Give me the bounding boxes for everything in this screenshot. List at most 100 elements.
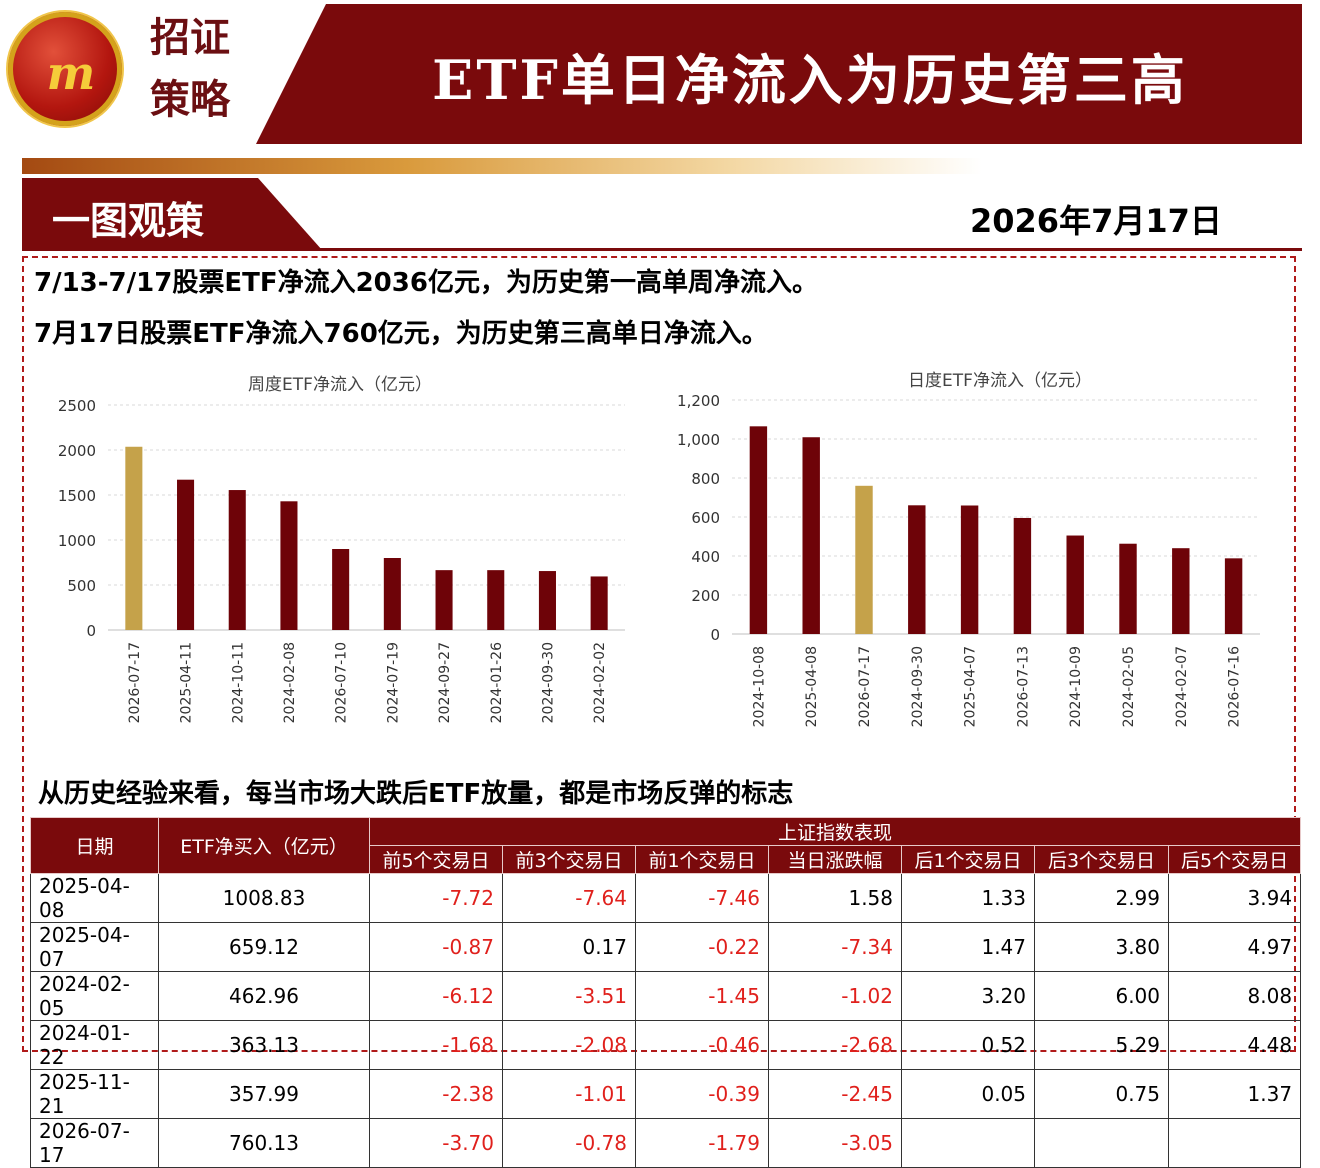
y-tick-label: 2500	[58, 397, 96, 415]
bar	[1013, 517, 1032, 634]
cell-value: 8.08	[1167, 971, 1302, 1021]
table-row: 2024-02-05 462.96 -6.12 -3.51 -1.45 -1.02 3.20…	[30, 971, 1302, 1021]
cell-value: 3.20	[901, 971, 1035, 1021]
table-row: 2025-04-07 659.12 -0.87 0.17 -0.22 -7.34 1.47 3…	[30, 922, 1302, 972]
cell-date: 2026-07-17	[30, 1118, 159, 1168]
bar	[590, 576, 608, 630]
bar	[855, 485, 873, 634]
y-tick-label: 400	[691, 548, 720, 566]
cell-value: -1.01	[502, 1069, 636, 1119]
x-tick-label: 2024-02-08	[282, 642, 298, 723]
bar	[1119, 543, 1137, 634]
bar	[487, 570, 505, 630]
y-tick-label: 0	[86, 622, 96, 640]
weekly-etf-chart: 0 500 1000 1500 2000 2500 2026-07-17 2025-04-11…	[58, 397, 625, 723]
cell-date: 2024-02-05	[30, 971, 159, 1021]
col-subheader: 后5个交易日	[1167, 845, 1302, 874]
x-tick-label: 2024-10-08	[751, 646, 767, 727]
cell-value: 0.52	[901, 1020, 1035, 1070]
x-tick-label: 2024-09-30	[540, 642, 556, 723]
cell-etf: 760.13	[158, 1118, 370, 1168]
table-row: 2025-04-08 1008.83 -7.72 -7.64 -7.46 1.58 1.33…	[30, 873, 1302, 923]
x-tick-label: 2026-07-17	[857, 646, 873, 727]
cell-etf: 363.13	[158, 1020, 370, 1070]
cell-etf: 357.99	[158, 1069, 370, 1119]
cell-value: 5.29	[1034, 1020, 1169, 1070]
cell-value: -1.68	[369, 1020, 503, 1070]
cell-value: -2.68	[768, 1020, 902, 1070]
col-subheader: 后3个交易日	[1034, 845, 1169, 874]
cell-value: 0.05	[901, 1069, 1035, 1119]
cell-value: -7.64	[502, 873, 636, 923]
y-tick-label: 1000	[58, 532, 96, 550]
y-tick-label: 1,000	[677, 431, 720, 449]
table-row: 2025-11-21 357.99 -2.38 -1.01 -0.39 -2.45 0.05…	[30, 1069, 1302, 1119]
cell-value: -3.70	[369, 1118, 503, 1168]
cell-value: -3.51	[502, 971, 636, 1021]
weekly-chart-title: 周度ETF净流入（亿元）	[248, 375, 432, 395]
cell-value: -7.34	[768, 922, 902, 972]
col-subheader: 前5个交易日	[369, 845, 503, 874]
bar	[177, 479, 195, 630]
cell-value: 1.58	[768, 873, 902, 923]
y-tick-label: 200	[691, 587, 720, 605]
cell-date: 2025-11-21	[30, 1069, 159, 1119]
cell-value: -2.38	[369, 1069, 503, 1119]
bar	[228, 490, 246, 630]
cell-value: 1.47	[901, 922, 1035, 972]
headline-history: 从历史经验来看，每当市场大跌后ETF放量，都是市场反弹的标志	[38, 779, 794, 809]
cell-etf: 659.12	[158, 922, 370, 972]
section-label: 一图观策	[52, 198, 205, 243]
logo-mark: m	[46, 46, 96, 100]
cell-value	[1167, 1118, 1302, 1168]
report-date: 2026年7月17日	[970, 202, 1222, 240]
x-tick-label: 2026-07-17	[127, 642, 143, 723]
y-tick-label: 1,200	[677, 392, 720, 410]
x-tick-label: 2024-02-05	[1121, 646, 1137, 727]
x-tick-label: 2024-02-02	[592, 642, 608, 723]
brand-line1: 招证	[150, 14, 230, 61]
daily-etf-chart: 0 200 400 600 800 1,000 1,200 2024-10-08 2025-04…	[677, 392, 1260, 727]
headline-daily: 7月17日股票ETF净流入760亿元，为历史第三高单日净流入。	[34, 319, 768, 349]
cell-value: -0.78	[502, 1118, 636, 1168]
bar	[383, 558, 401, 630]
col-header-etf: ETF净买入（亿元）	[158, 817, 370, 874]
bar	[908, 505, 926, 634]
table-row: 2024-01-22 363.13 -1.68 -2.08 -0.46 -2.68 0.52…	[30, 1020, 1302, 1070]
table-row: 2026-07-17 760.13 -3.70 -0.78 -1.79 -3.05	[30, 1118, 1302, 1168]
x-tick-label: 2024-09-30	[910, 646, 926, 727]
bar	[435, 570, 453, 630]
cell-value: -0.22	[635, 922, 769, 972]
cell-value: -2.08	[502, 1020, 636, 1070]
x-tick-label: 2024-07-19	[385, 642, 401, 723]
y-tick-label: 500	[67, 577, 96, 595]
logo	[8, 12, 122, 126]
cell-value: 1.37	[1167, 1069, 1302, 1119]
cell-value: -0.87	[369, 922, 503, 972]
bar	[538, 571, 556, 630]
cell-value: 3.80	[1034, 922, 1169, 972]
section-rule	[22, 248, 1302, 251]
cell-date: 2024-01-22	[30, 1020, 159, 1070]
col-subheader: 后1个交易日	[901, 845, 1035, 874]
cell-value: -7.72	[369, 873, 503, 923]
cell-value: 1.33	[901, 873, 1035, 923]
cell-etf: 1008.83	[158, 873, 370, 923]
cell-value: 3.94	[1167, 873, 1302, 923]
bar	[749, 426, 768, 634]
x-tick-label: 2024-02-07	[1174, 646, 1190, 727]
cell-value: 0.17	[502, 922, 636, 972]
cell-value: 4.97	[1167, 922, 1302, 972]
y-tick-label: 800	[691, 470, 720, 488]
cell-date: 2025-04-08	[30, 873, 159, 923]
cell-value	[901, 1118, 1035, 1168]
history-table: 日期 ETF净买入（亿元） 上证指数表现 前5个交易日 前3个交易日 前1个交易日当…	[30, 817, 1302, 1168]
x-tick-label: 2024-01-26	[489, 642, 505, 723]
col-header-date: 日期	[30, 817, 159, 874]
cell-value: -2.45	[768, 1069, 902, 1119]
x-tick-label: 2024-09-27	[437, 642, 453, 723]
cell-value: 6.00	[1034, 971, 1169, 1021]
x-tick-label: 2026-07-16	[1227, 646, 1243, 727]
x-tick-label: 2025-04-11	[179, 642, 195, 723]
gold-divider	[22, 158, 1302, 174]
